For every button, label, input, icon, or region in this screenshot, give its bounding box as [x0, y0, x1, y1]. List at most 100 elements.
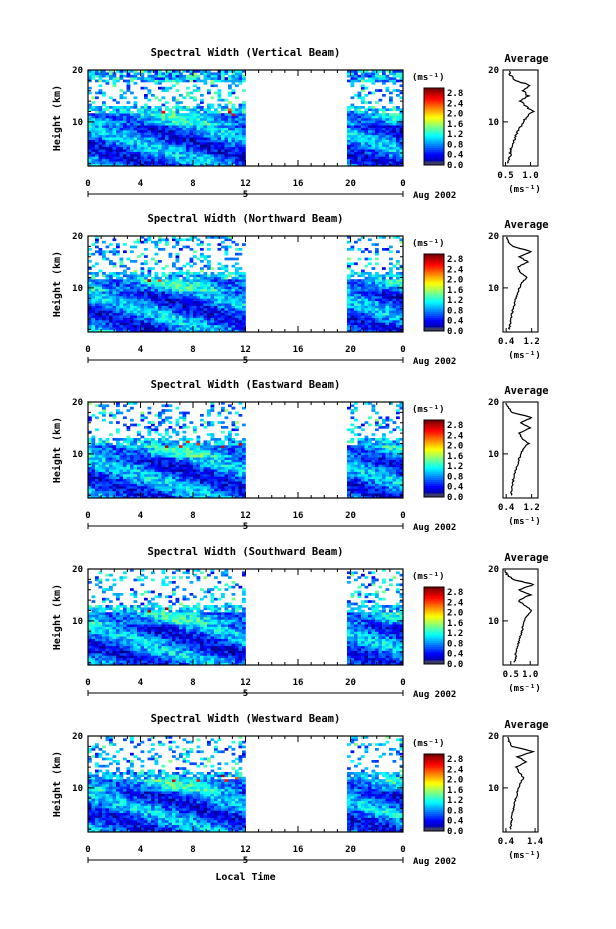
heatmap-cell: [126, 257, 131, 261]
heatmap-cell: [168, 303, 173, 306]
heatmap-cell: [95, 72, 99, 76]
heatmap-cell: [112, 127, 117, 131]
heatmap-cell: [238, 276, 243, 280]
heatmap-cell: [140, 462, 145, 465]
heatmap-cell: [91, 488, 96, 492]
heatmap-cell: [88, 329, 92, 333]
heatmap-cell: [242, 296, 246, 299]
heatmap-cell: [371, 329, 376, 333]
heatmap-cell: [396, 127, 400, 131]
heatmap-cell: [368, 320, 372, 323]
heatmap-cell: [186, 284, 190, 287]
heatmap-cell: [133, 490, 138, 494]
heatmap-cell: [217, 110, 222, 114]
heatmap-cell: [179, 122, 183, 126]
heatmap-cell: [133, 296, 138, 299]
heatmap-cell: [161, 158, 166, 162]
heatmap-cell: [193, 236, 197, 239]
heatmap-cell: [354, 79, 358, 83]
heatmap-cell: [389, 139, 393, 143]
heatmap-cell: [389, 317, 393, 321]
heatmap-cell: [126, 284, 131, 287]
heatmap-cell: [200, 442, 204, 446]
heatmap-cell: [165, 488, 169, 492]
heatmap-cell: [105, 156, 110, 160]
heatmap-cell: [368, 72, 372, 76]
heatmap-cell: [102, 132, 106, 136]
heatmap-cell: [228, 122, 232, 126]
heatmap-cell: [210, 279, 215, 282]
heatmap-cell: [105, 317, 110, 321]
heatmap-cell: [375, 158, 379, 162]
heatmap-cell: [109, 488, 113, 492]
heatmap-cell: [238, 149, 243, 152]
heatmap-cell: [347, 286, 351, 290]
heatmap-cell: [140, 236, 145, 239]
heatmap-cell: [165, 440, 169, 444]
heatmap-cell: [165, 130, 169, 133]
heatmap-cell: [137, 464, 141, 468]
heatmap-cell: [137, 291, 141, 294]
heatmap-cell: [126, 288, 131, 292]
heatmap-cell: [357, 134, 362, 138]
heatmap-cell: [116, 279, 120, 282]
heatmap-cell: [382, 106, 386, 109]
heatmap-cell: [371, 115, 376, 119]
heatmap-cell: [203, 74, 208, 78]
heatmap-cell: [217, 274, 222, 278]
heatmap-cell: [347, 120, 351, 124]
heatmap-cell: [382, 110, 386, 114]
heatmap-cell: [214, 161, 218, 164]
heatmap-cell: [95, 130, 99, 133]
heatmap-cell: [364, 324, 369, 328]
heatmap-cell: [189, 74, 194, 78]
heatmap-cell: [193, 125, 197, 128]
heatmap-cell: [91, 296, 96, 299]
heatmap-cell: [189, 310, 194, 314]
heatmap-cell: [151, 118, 155, 121]
heatmap-cell: [116, 474, 120, 477]
heatmap-cell: [193, 110, 197, 114]
heatmap-cell: [168, 149, 173, 152]
heatmap-cell: [357, 127, 362, 131]
heatmap-cell: [210, 474, 215, 477]
heatmap-cell: [231, 120, 236, 124]
heatmap-cell: [375, 151, 379, 155]
heatmap-cell: [217, 243, 222, 246]
heatmap-cell: [165, 445, 169, 448]
heatmap-cell: [399, 281, 404, 285]
heatmap-cell: [102, 274, 106, 278]
heatmap-cell: [375, 327, 379, 330]
x-tick-label: 8: [190, 179, 195, 189]
heatmap-cell: [235, 303, 239, 306]
heatmap-cell: [158, 308, 162, 311]
heatmap-cell: [186, 303, 190, 306]
heatmap-cell: [116, 156, 120, 160]
heatmap-cell: [123, 296, 127, 299]
heatmap-cell: [154, 276, 159, 280]
heatmap-cell: [119, 483, 124, 487]
heatmap-cell: [158, 110, 162, 114]
heatmap-cell: [235, 84, 239, 88]
heatmap-cell: [392, 82, 397, 85]
heatmap-cell: [165, 300, 169, 304]
heatmap-cell: [210, 142, 215, 145]
heatmap-cell: [203, 454, 208, 458]
heatmap-cell: [207, 488, 211, 492]
heatmap-cell: [154, 149, 159, 152]
heatmap-cell: [182, 281, 187, 285]
heatmap-cell: [137, 118, 141, 121]
heatmap-cell: [102, 255, 106, 258]
colorbar-swatch: [424, 279, 444, 282]
heatmap-cell: [158, 236, 162, 239]
colorbar-swatch: [424, 151, 444, 154]
heatmap-cell: [357, 132, 362, 136]
heatmap-cell: [196, 466, 201, 470]
heatmap-cell: [154, 445, 159, 448]
heatmap-cell: [88, 281, 92, 285]
heatmap-cell: [126, 154, 131, 157]
heatmap-cell: [214, 466, 218, 470]
heatmap-cell: [126, 122, 131, 126]
heatmap-cell: [224, 257, 229, 261]
heatmap-cell: [228, 79, 232, 83]
